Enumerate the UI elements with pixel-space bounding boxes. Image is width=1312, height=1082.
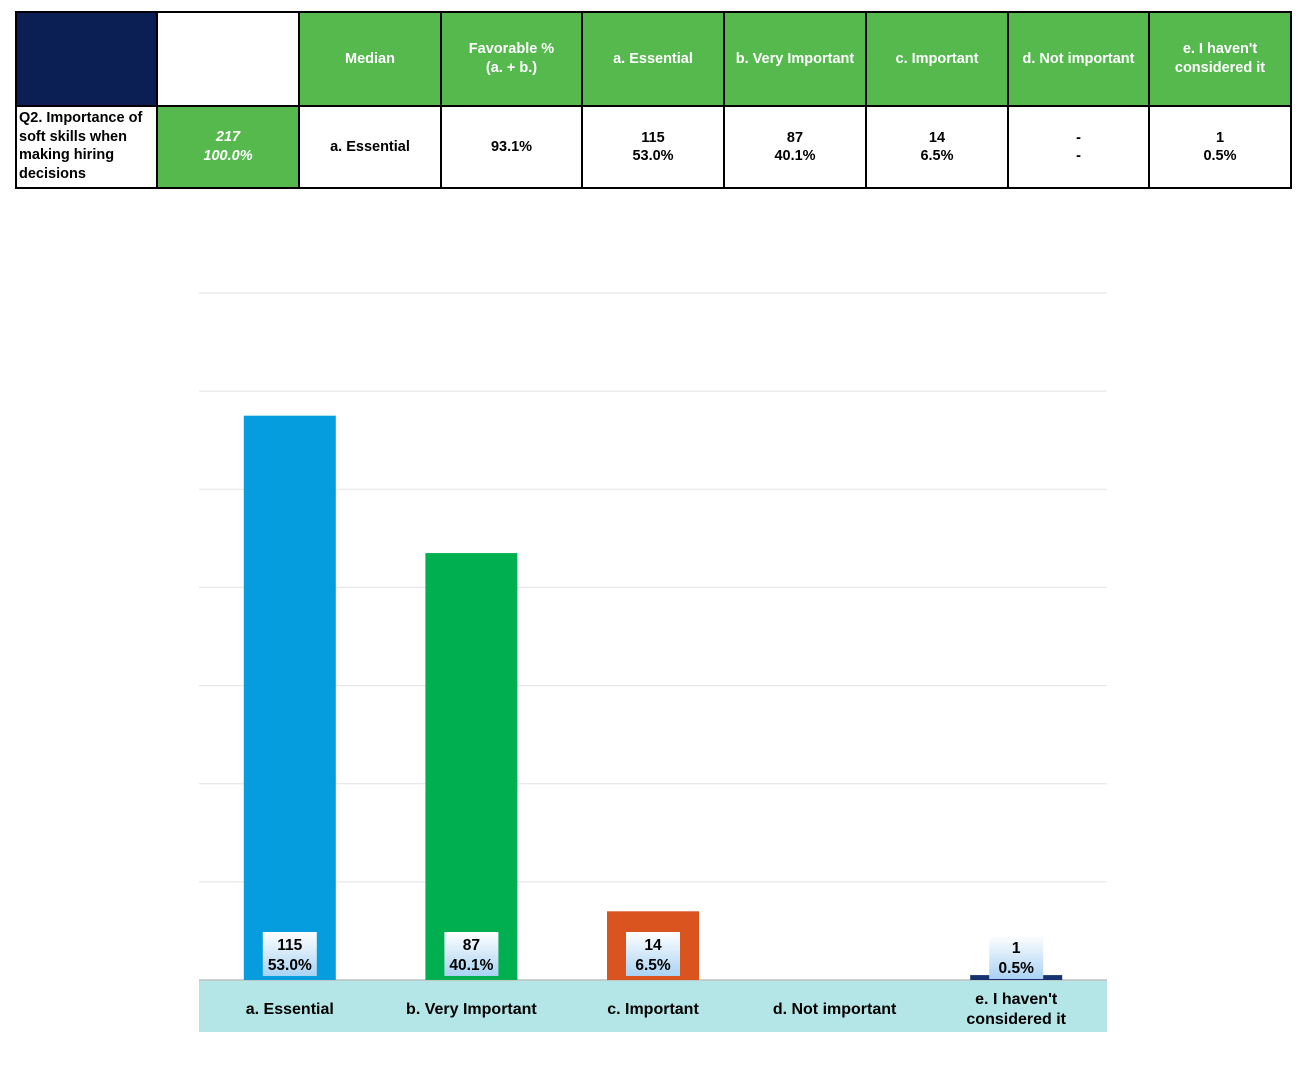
category-tick-label: considered it (966, 1011, 1066, 1028)
data-label-box (444, 932, 499, 976)
total-count: 217 (215, 129, 241, 145)
cell-very-important: 87 40.1% (723, 105, 867, 189)
header-important: c. Important (865, 11, 1009, 107)
header-not-considered-text: e. I haven't considered it (1174, 41, 1266, 76)
bar (425, 553, 518, 980)
header-favorable-line: Favorable % (468, 41, 555, 57)
data-label-percent: 53.0% (268, 957, 312, 974)
category-axis-band (199, 980, 1107, 1032)
table-row: Q2. Importance of soft skills when makin… (15, 105, 1292, 189)
cell-essential: 115 53.0% (581, 105, 725, 189)
cell-not-considered: 1 0.5% (1148, 105, 1292, 189)
category-tick-label: e. I haven't (975, 991, 1058, 1008)
table-header-row: Median Favorable % (a. + b.) a. Essential… (15, 11, 1292, 107)
favorable-cell: 93.1% (440, 105, 583, 189)
cell-count: 1 (1215, 130, 1225, 146)
cell-percent: 6.5% (920, 148, 954, 164)
data-label-count: 87 (463, 937, 480, 954)
header-not-important: d. Not important (1007, 11, 1150, 107)
header-favorable-line: (a. + b.) (485, 60, 538, 76)
category-tick-label: a. Essential (246, 1001, 334, 1018)
question-label: Q2. Importance of soft skills when makin… (15, 105, 158, 189)
data-label-count: 115 (277, 937, 302, 954)
cell-percent: 0.5% (1203, 148, 1237, 164)
cell-percent: 40.1% (774, 148, 816, 164)
header-favorable: Favorable % (a. + b.) (440, 11, 583, 107)
data-label-box (989, 935, 1044, 979)
cell-percent: - (1076, 148, 1081, 164)
category-tick-label: d. Not important (773, 1001, 897, 1018)
category-tick-label: b. Very Important (406, 1001, 537, 1018)
total-percent: 100.0% (203, 148, 253, 164)
header-median: Median (298, 11, 442, 107)
data-label-percent: 0.5% (999, 960, 1035, 977)
category-tick-label: c. Important (607, 1001, 699, 1018)
header-not-considered: e. I haven't considered it (1148, 11, 1292, 107)
total-cell: 217 100.0% (156, 105, 300, 189)
header-very-important: b. Very Important (723, 11, 867, 107)
header-corner-blank (156, 11, 300, 107)
cell-count: 115 (641, 130, 665, 146)
header-corner-navy (15, 11, 158, 107)
cell-percent: 53.0% (632, 148, 674, 164)
data-label-percent: 40.1% (449, 957, 493, 974)
data-label-count: 1 (1012, 940, 1021, 957)
data-label-box (262, 932, 317, 976)
cell-count: - (1076, 130, 1081, 146)
header-essential: a. Essential (581, 11, 725, 107)
cell-not-important: - - (1007, 105, 1150, 189)
data-label-count: 14 (644, 937, 662, 954)
cell-important: 14 6.5% (865, 105, 1009, 189)
bar (243, 415, 336, 980)
summary-table: Median Favorable % (a. + b.) a. Essential… (15, 11, 1292, 189)
median-cell: a. Essential (298, 105, 442, 189)
data-label-percent: 6.5% (635, 957, 671, 974)
cell-count: 14 (928, 130, 946, 146)
data-label-box (626, 932, 680, 976)
cell-count: 87 (786, 130, 804, 146)
